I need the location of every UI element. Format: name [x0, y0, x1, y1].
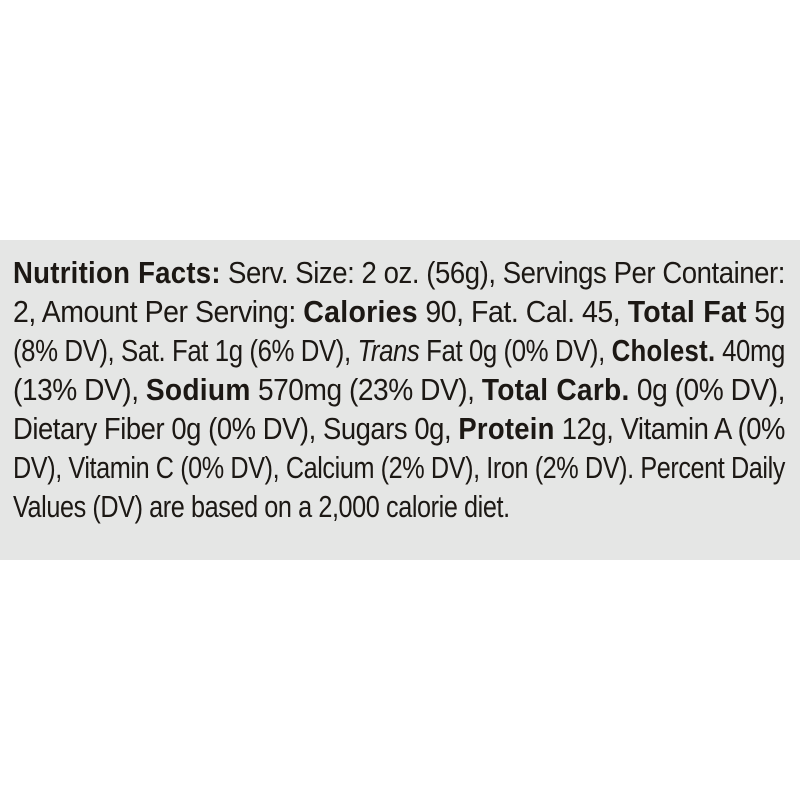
text-segment: (13% DV),	[13, 372, 146, 407]
text-line: Nutrition Facts: Serv. Size: 2 oz. (56g)…	[13, 253, 785, 292]
text-segment: 0g (0% DV),	[629, 372, 786, 407]
bold-nutrient-label: Protein	[458, 411, 555, 446]
nutrition-facts-text: Nutrition Facts: Serv. Size: 2 oz. (56g)…	[13, 253, 788, 526]
text-segment: Dietary Fiber 0g (0% DV), Sugars 0g,	[13, 411, 459, 446]
text-segment: (8% DV), Sat. Fat 1g (6% DV),	[13, 333, 358, 368]
bold-nutrient-label: Calories	[303, 294, 418, 329]
text-segment: 570mg (23% DV),	[250, 372, 482, 407]
text-line: Values (DV) are based on a 2,000 calorie…	[13, 487, 510, 526]
text-segment: Fat 0g (0% DV),	[419, 333, 612, 368]
bold-nutrient-label: Nutrition Facts:	[13, 255, 221, 290]
text-line: (13% DV), Sodium 570mg (23% DV), Total C…	[13, 370, 785, 409]
label-background	[0, 240, 800, 560]
text-segment: Values (DV) are based on a 2,000 calorie…	[13, 489, 510, 524]
text-segment: DV), Vitamin C (0% DV), Calcium (2% DV),…	[13, 450, 785, 485]
text-segment: 5g	[746, 294, 785, 329]
italic-text: Trans	[357, 333, 420, 368]
text-segment: 12g, Vitamin A (0%	[554, 411, 786, 446]
bold-nutrient-label: Total Fat	[627, 294, 747, 329]
bold-nutrient-label: Cholest.	[611, 333, 716, 368]
bold-nutrient-label: Total Carb.	[481, 372, 630, 407]
text-line: DV), Vitamin C (0% DV), Calcium (2% DV),…	[13, 448, 785, 487]
text-segment: 2, Amount Per Serving:	[13, 294, 304, 329]
text-segment: 40mg	[715, 333, 785, 368]
bold-nutrient-label: Sodium	[145, 372, 251, 407]
text-line: 2, Amount Per Serving: Calories 90, Fat.…	[13, 292, 785, 331]
text-line: Dietary Fiber 0g (0% DV), Sugars 0g, Pro…	[13, 409, 785, 448]
text-segment: 90, Fat. Cal. 45,	[417, 294, 628, 329]
text-segment: Serv. Size: 2 oz. (56g), Servings Per Co…	[220, 255, 785, 290]
text-line: (8% DV), Sat. Fat 1g (6% DV), Trans Fat …	[13, 331, 785, 370]
